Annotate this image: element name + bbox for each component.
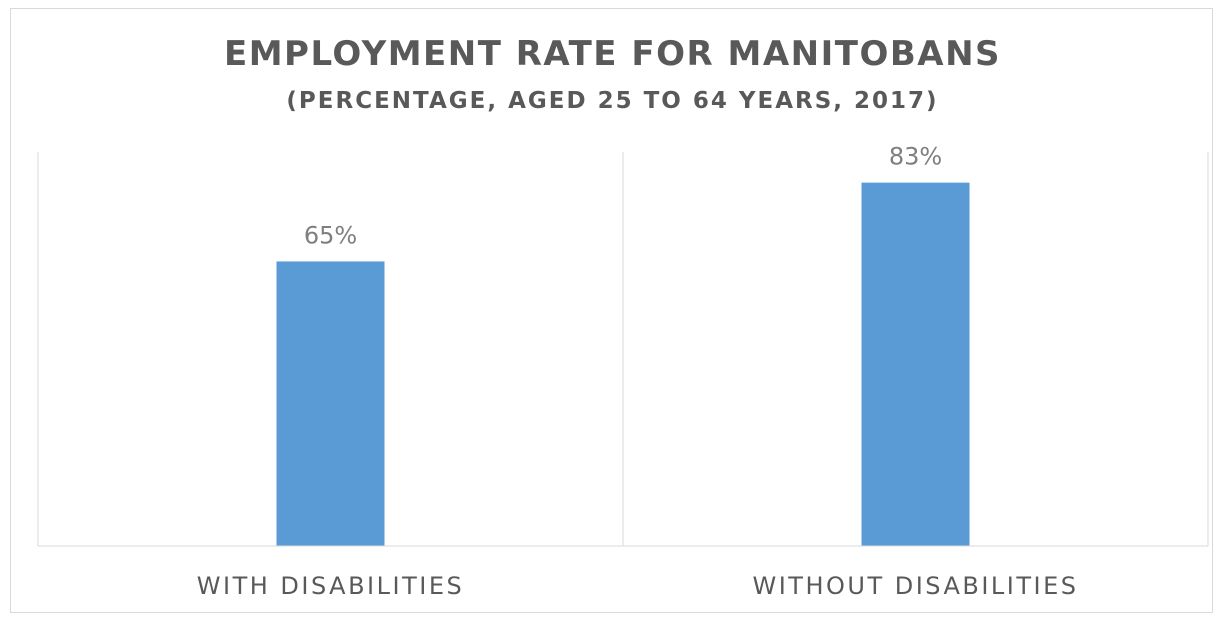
gridlines: [37, 152, 1209, 546]
chart-frame: [10, 8, 1213, 613]
bar: [276, 261, 385, 546]
data-labels: 65% 83%: [304, 143, 942, 250]
data-label: 65%: [304, 221, 357, 249]
bar: [861, 182, 970, 546]
category-tick-label: WITH DISABILITIES: [197, 572, 464, 600]
chart-title: EMPLOYMENT RATE FOR MANITOBANS: [223, 34, 1002, 74]
category-tick-label: WITHOUT DISABILITIES: [752, 572, 1078, 600]
chart-subtitle: (PERCENTAGE, AGED 25 TO 64 YEARS, 2017): [286, 88, 939, 114]
bar-series: [276, 182, 970, 546]
data-label: 83%: [889, 143, 942, 171]
category-axis-labels: WITH DISABILITIES WITHOUT DISABILITIES: [197, 572, 1078, 600]
